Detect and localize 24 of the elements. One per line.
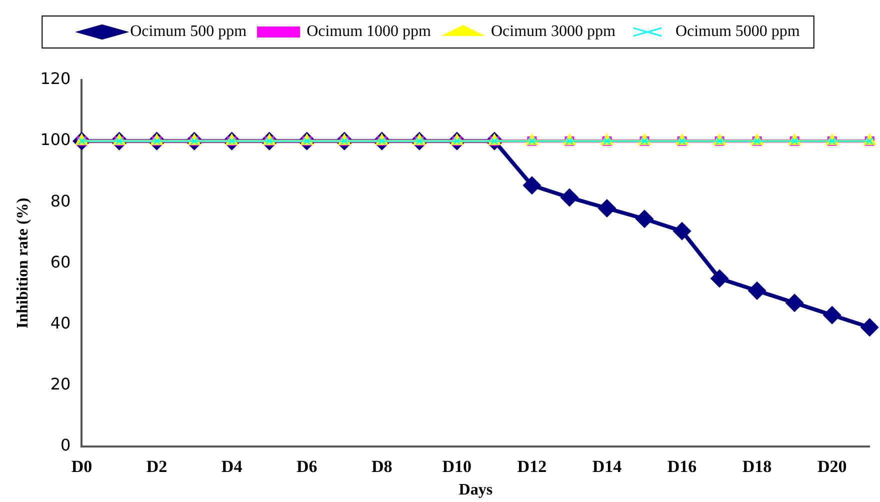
x-tick-label: D6 <box>296 456 318 476</box>
y-tick-label: 20 <box>50 374 71 394</box>
x-tick-label: D20 <box>817 456 847 476</box>
y-axis-title: Inhibition rate (%) <box>14 198 32 329</box>
legend-label: Ocimum 3000 ppm <box>491 23 616 40</box>
x-tick-label: D16 <box>667 456 697 476</box>
y-tick-label: 100 <box>40 130 71 150</box>
x-tick-label: D0 <box>71 456 92 476</box>
y-tick-label: 120 <box>40 69 71 88</box>
x-tick-label: D14 <box>592 456 622 476</box>
legend-label: Ocimum 1000 ppm <box>306 23 432 40</box>
y-tick-label: 60 <box>50 252 71 272</box>
x-tick-label: D8 <box>371 456 392 476</box>
x-axis-title: Days <box>458 482 493 499</box>
y-tick-label: 0 <box>60 436 71 455</box>
legend-label: Ocimum 500 ppm <box>130 23 248 40</box>
y-tick-label: 80 <box>50 191 71 210</box>
legend-label: Ocimum 5000 ppm <box>675 23 800 40</box>
y-tick-label: 40 <box>50 313 71 332</box>
x-tick-label: D12 <box>517 456 547 476</box>
x-tick-label: D4 <box>221 456 243 476</box>
x-tick-label: D18 <box>742 456 772 476</box>
x-tick-label: D10 <box>442 456 472 476</box>
x-tick-label: D2 <box>146 456 168 476</box>
